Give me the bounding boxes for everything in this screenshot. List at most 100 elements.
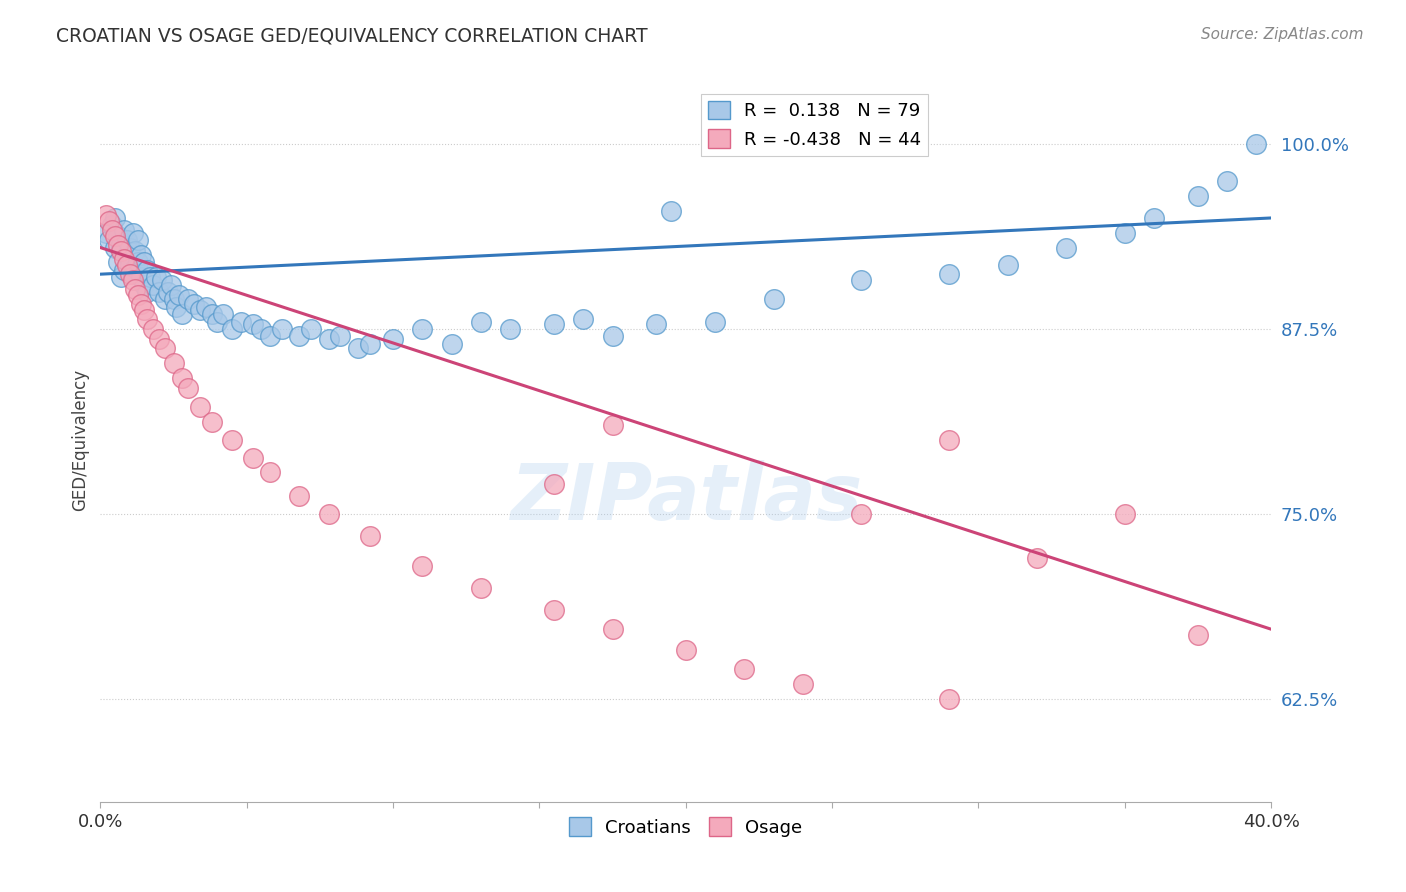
Point [572, 311, 595, 326]
Point [188, 401, 211, 415]
Point [938, 691, 960, 706]
Point [172, 307, 194, 321]
Point [124, 261, 146, 276]
Point [851, 507, 873, 521]
Point [124, 244, 146, 258]
Point [259, 466, 281, 480]
Point [242, 318, 264, 332]
Point [299, 322, 322, 336]
Point [112, 262, 135, 277]
Point [145, 270, 167, 285]
Text: ZIPatlas: ZIPatlas [509, 460, 862, 536]
Point [1187, 188, 1209, 202]
Point [131, 270, 153, 285]
Text: Source: ZipAtlas.com: Source: ZipAtlas.com [1201, 27, 1364, 42]
Point [136, 262, 159, 277]
Point [96, 226, 118, 240]
Point [602, 622, 624, 636]
Point [153, 341, 176, 355]
Point [411, 558, 433, 573]
Point [188, 302, 211, 317]
Point [851, 273, 873, 287]
Point [96, 208, 118, 222]
Point [110, 270, 132, 285]
Point [110, 244, 132, 258]
Point [499, 322, 522, 336]
Point [121, 273, 143, 287]
Point [242, 450, 264, 465]
Point [543, 477, 565, 491]
Point [101, 223, 124, 237]
Point [131, 297, 153, 311]
Point [200, 307, 222, 321]
Point [104, 241, 127, 255]
Point [659, 203, 682, 218]
Point [347, 341, 370, 355]
Text: CROATIAN VS OSAGE GED/EQUIVALENCY CORRELATION CHART: CROATIAN VS OSAGE GED/EQUIVALENCY CORREL… [56, 27, 648, 45]
Point [1187, 628, 1209, 642]
Point [142, 322, 165, 336]
Point [221, 433, 243, 447]
Point [938, 267, 960, 281]
Point [134, 302, 156, 317]
Point [762, 293, 785, 307]
Point [1216, 174, 1239, 188]
Point [250, 322, 273, 336]
Point [1026, 551, 1049, 566]
Point [115, 258, 138, 272]
Point [1114, 507, 1136, 521]
Point [98, 233, 121, 247]
Point [127, 288, 149, 302]
Point [733, 662, 755, 676]
Point [440, 336, 463, 351]
Point [221, 322, 243, 336]
Point [359, 529, 381, 543]
Point [212, 307, 235, 321]
Point [288, 329, 311, 343]
Point [997, 258, 1019, 272]
Point [645, 318, 668, 332]
Point [602, 329, 624, 343]
Point [159, 277, 181, 292]
Point [107, 228, 129, 243]
Point [104, 211, 127, 225]
Point [118, 241, 141, 255]
Point [127, 233, 149, 247]
Point [470, 314, 492, 328]
Point [107, 255, 129, 269]
Point [121, 226, 143, 240]
Point [183, 297, 205, 311]
Point [177, 293, 200, 307]
Point [1114, 226, 1136, 240]
Point [153, 293, 176, 307]
Point [177, 381, 200, 395]
Point [172, 370, 194, 384]
Point [136, 311, 159, 326]
Point [165, 300, 187, 314]
Point [142, 277, 165, 292]
Point [543, 603, 565, 617]
Point [938, 433, 960, 447]
Point [1143, 211, 1166, 225]
Y-axis label: GED/Equivalency: GED/Equivalency [72, 368, 89, 511]
Point [148, 285, 170, 299]
Point [115, 233, 138, 247]
Point [200, 415, 222, 429]
Point [101, 219, 124, 233]
Point [288, 489, 311, 503]
Point [318, 332, 340, 346]
Point [131, 248, 153, 262]
Point [104, 228, 127, 243]
Point [150, 273, 173, 287]
Point [134, 277, 156, 292]
Point [359, 336, 381, 351]
Point [470, 581, 492, 595]
Point [1246, 136, 1268, 151]
Point [162, 293, 184, 307]
Point [121, 267, 143, 281]
Point [329, 329, 352, 343]
Point [124, 282, 146, 296]
Point [112, 252, 135, 267]
Point [139, 270, 162, 285]
Point [792, 677, 814, 691]
